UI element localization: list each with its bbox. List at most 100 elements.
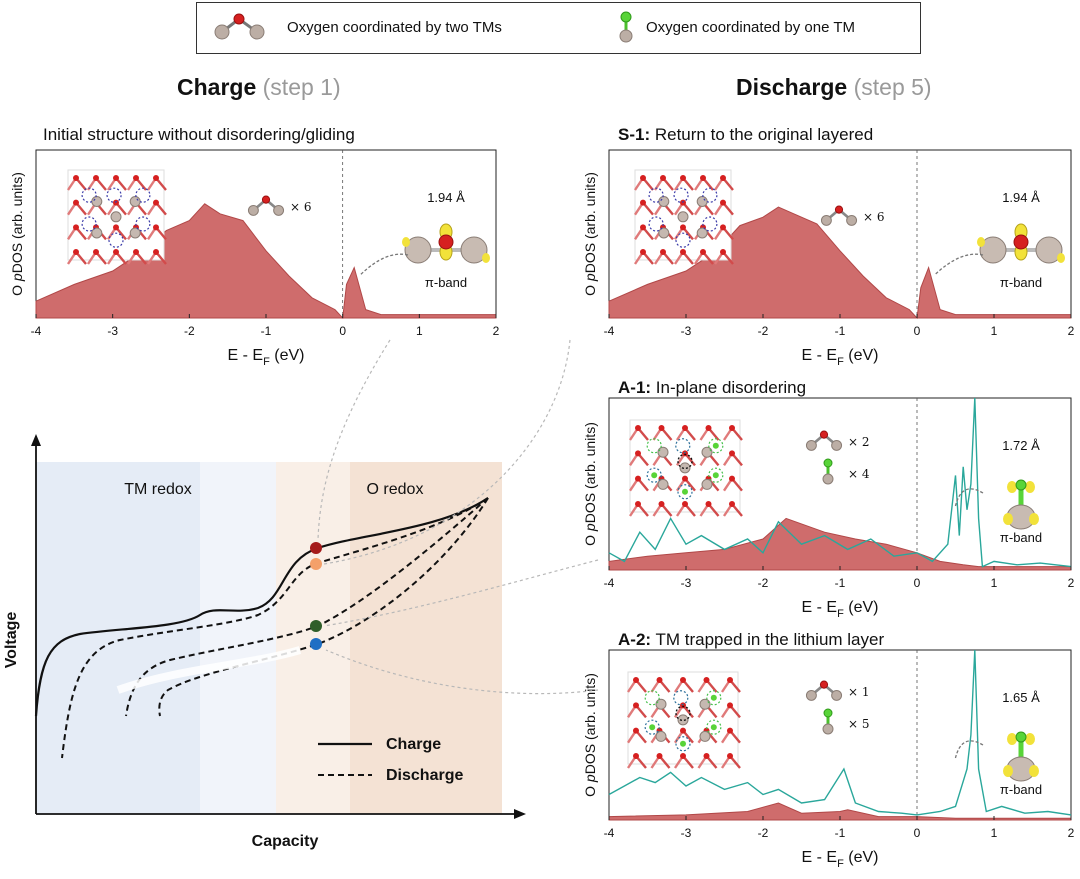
dashed-site-circle — [675, 736, 691, 752]
dashed-site-circle — [677, 484, 693, 500]
orbital-lobe — [1029, 765, 1039, 777]
green-oxygen — [682, 488, 688, 495]
region-o-redox — [276, 462, 502, 814]
y-axis-label: O pDOS (arb. units) — [582, 673, 598, 797]
curved-arrow — [934, 253, 984, 276]
lattice-tm — [701, 478, 713, 490]
panel-s1-tag: S-1: — [618, 125, 651, 144]
x-tick-label: -4 — [604, 576, 615, 590]
curved-arrow — [954, 740, 984, 761]
lattice-oxygen — [113, 199, 119, 206]
dashed-site-circle — [673, 187, 689, 203]
x-axis-label: E - EF (eV) — [802, 599, 879, 620]
lattice-oxygen — [680, 677, 686, 683]
lattice-tm — [657, 478, 669, 490]
lattice-oxygen — [700, 175, 706, 181]
dashed-site-circle — [644, 690, 660, 706]
dos-line-1 — [608, 397, 1072, 568]
dashed-site-circle — [702, 216, 718, 232]
tm-atom — [822, 723, 834, 735]
lattice-tm — [677, 211, 689, 223]
lattice-oxygen — [640, 249, 646, 255]
lattice-oxygen — [113, 249, 119, 255]
x-axis-label: E - EF (eV) — [802, 347, 879, 368]
tm-lobe — [979, 236, 1007, 264]
vacancy-circle — [677, 453, 693, 470]
oxygen-atom — [823, 458, 833, 468]
dashed-site-circle — [646, 438, 662, 454]
lattice-oxygen — [133, 249, 139, 255]
x-tick-label: -2 — [184, 324, 195, 338]
lattice-oxygen — [729, 425, 735, 431]
count-two-tm: × 6 — [863, 210, 885, 224]
oxygen-atom — [1015, 731, 1027, 743]
green-oxygen — [712, 472, 719, 479]
discharge-curve-1 — [125, 497, 489, 717]
dashed-site-circle — [135, 187, 151, 203]
x-tick-label: -2 — [758, 576, 769, 590]
bond-length-label: 1.65 Å — [1002, 690, 1040, 705]
lattice-oxygen — [633, 727, 639, 734]
dashed-site-circle — [702, 187, 718, 203]
x-tick-label: 1 — [991, 826, 998, 840]
dashed-site-circle — [648, 216, 664, 232]
lattice-oxygen — [727, 677, 733, 683]
oxygen-atom — [834, 205, 844, 214]
orbital-lobe — [1007, 733, 1017, 745]
lattice-oxygen — [73, 175, 79, 181]
x-tick-label: 0 — [914, 826, 921, 840]
lattice-oxygen — [153, 249, 159, 255]
x-axis-label: E - EF (eV) — [802, 849, 879, 870]
lattice-oxygen — [680, 224, 686, 231]
x-tick-label: -4 — [604, 826, 615, 840]
panel-a1-chart: -4 -3 -2 -1 0 1 2 E - EF (eV) O pDOS (arb. units… — [582, 397, 1075, 620]
panel-initial-chart: -4 -3 -2 -1 0 1 2 E - EF (eV) O pDOS (arb. units… — [9, 149, 500, 368]
green-oxygen — [649, 724, 656, 731]
green-oxygen — [651, 472, 658, 479]
tm-atom — [831, 439, 843, 451]
panel-a1-title: A-1: In-plane disordering — [618, 378, 806, 398]
connector-arrow-3 — [325, 649, 599, 695]
tm-atom — [831, 689, 843, 701]
voltage-label: Voltage — [3, 612, 20, 669]
lattice-oxygen — [73, 224, 79, 231]
lattice-tm — [701, 446, 713, 458]
dashed-site-circle — [675, 232, 691, 248]
tm-lobe — [404, 236, 432, 264]
pi-band-label: π-band — [1000, 275, 1042, 290]
oxygen-atom — [819, 680, 829, 689]
connector-arrow-1 — [323, 339, 571, 565]
lattice-tm — [696, 196, 708, 207]
marker-a1-green — [310, 620, 322, 632]
marker-charge-red — [310, 542, 322, 554]
x-tick-label: -2 — [758, 826, 769, 840]
lattice-oxygen — [635, 450, 641, 457]
panel-a2-tag: A-2: — [618, 630, 652, 649]
x-tick-label: -4 — [604, 324, 615, 338]
orbital-lobe — [977, 237, 985, 247]
dashed-site-circle — [708, 467, 724, 483]
lattice-oxygen — [680, 727, 686, 734]
y-axis-label: O pDOS (arb. units) — [582, 172, 598, 296]
lattice-oxygen — [640, 175, 646, 181]
lattice-oxygen — [680, 175, 686, 181]
dashed-site-circle — [106, 187, 122, 203]
lattice-tm — [129, 196, 141, 207]
discharge-heading: Discharge (step 5) — [736, 74, 932, 101]
lattice-oxygen — [640, 224, 646, 231]
lattice-oxygen — [153, 175, 159, 181]
lattice-tm — [679, 462, 691, 474]
one-tm-oxygen-icon — [619, 11, 633, 43]
marker-s1-orange — [310, 558, 322, 570]
charge-heading: Charge (step 1) — [177, 74, 341, 101]
x-tick-label: 2 — [493, 324, 500, 338]
x-tick-label: 0 — [339, 324, 346, 338]
lattice-oxygen — [73, 249, 79, 255]
lattice-oxygen — [703, 753, 710, 759]
lattice-oxygen — [720, 249, 726, 255]
green-oxygen — [680, 740, 686, 747]
dashed-site-circle — [646, 467, 662, 483]
lattice-oxygen — [705, 501, 712, 507]
